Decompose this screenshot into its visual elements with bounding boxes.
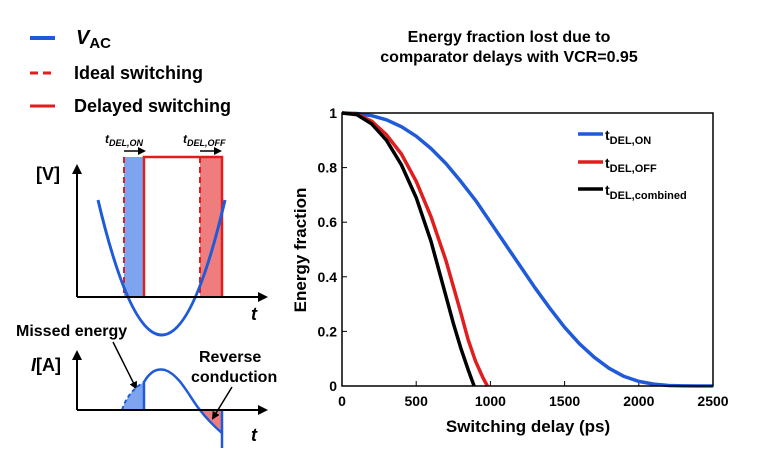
series-line-del-on — [341, 111, 713, 388]
chart-xlabel: Switching delay (ps) — [446, 417, 610, 436]
x-ticks: 0 500 1000 1500 2000 2500 — [338, 381, 729, 409]
x-tick-label: 1500 — [549, 393, 580, 409]
y-tick-label: 1 — [329, 105, 337, 121]
y-tick-label: 0 — [329, 378, 337, 394]
left-legend: VAC Ideal switching Delayed switching — [30, 27, 231, 116]
y-tick-label: 0.4 — [318, 269, 338, 285]
plot-frame — [341, 112, 714, 387]
x-tick-label: 500 — [405, 393, 429, 409]
y-tick-label: 0.8 — [318, 160, 338, 176]
chart-title-line1: Energy fraction lost due to — [408, 29, 611, 46]
legend-delayed-label: Delayed switching — [74, 96, 231, 116]
voltage-time-label: t — [251, 304, 258, 324]
reverse-conduction-pointer — [211, 386, 233, 420]
reverse-conduction-label-1: Reverse — [199, 349, 261, 366]
t-del-on-label: tDEL,ON — [105, 132, 144, 148]
legend-on-label: tDEL,ON — [605, 127, 651, 147]
current-diagram: Missed energy I[A] t Reverse conduction — [16, 323, 277, 448]
current-time-label: t — [251, 425, 258, 445]
reverse-conduction-label-2: conduction — [191, 369, 277, 386]
legend-combined-label: tDEL,combined — [605, 182, 687, 202]
voltage-diagram: tDEL,ON tDEL,OFF [V] t — [36, 132, 268, 337]
x-tick-label: 0 — [338, 393, 346, 409]
missed-on-region — [124, 157, 144, 297]
t-del-off-label: tDEL,OFF — [183, 132, 226, 148]
current-waveform — [142, 368, 223, 434]
missed-off-region — [200, 157, 222, 297]
x-tick-label: 2500 — [697, 393, 728, 409]
chart-legend: tDEL,ON tDEL,OFF tDEL,combined — [578, 127, 687, 202]
series-line-del-combined — [341, 111, 476, 387]
series-lines — [341, 111, 713, 388]
x-tick-label: 1000 — [475, 393, 506, 409]
legend-vac-label: VAC — [76, 27, 111, 52]
chart-ylabel: Energy fraction — [291, 188, 310, 313]
missed-energy-pointer — [112, 341, 137, 390]
x-tick-label: 2000 — [623, 393, 654, 409]
energy-chart: Energy fraction lost due to comparator d… — [291, 29, 729, 436]
delayed-switch-pulse — [142, 155, 224, 297]
current-axis-label: I[A] — [31, 355, 61, 375]
y-tick-label: 0.2 — [318, 323, 338, 339]
y-ticks: 0 0.2 0.4 0.6 0.8 1 — [318, 105, 347, 394]
legend-ideal-label: Ideal switching — [74, 63, 203, 83]
missed-current-region — [122, 382, 144, 410]
missed-current-dashed — [121, 381, 145, 411]
legend-off-label: tDEL,OFF — [605, 155, 657, 175]
vac-parabola — [96, 199, 227, 337]
y-tick-label: 0.6 — [318, 214, 338, 230]
chart-title-line2: comparator delays with VCR=0.95 — [380, 49, 638, 66]
voltage-axis-label: [V] — [36, 164, 60, 184]
missed-energy-label: Missed energy — [16, 323, 127, 340]
series-line-del-off — [341, 111, 489, 387]
